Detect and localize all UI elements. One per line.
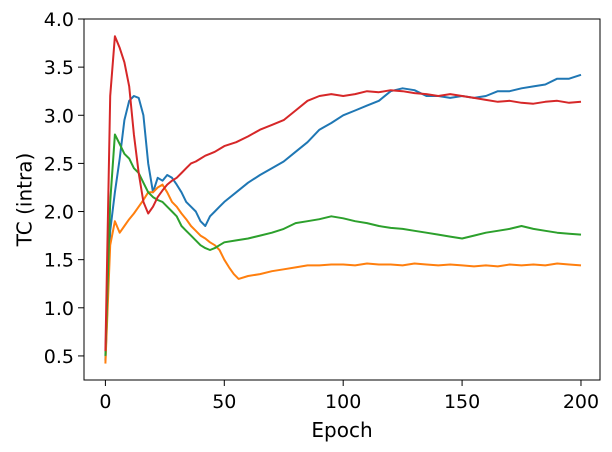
series-line-3: [104, 133, 582, 356]
y-tick-label: 3.5: [44, 57, 74, 79]
plot-frame: [83, 18, 601, 381]
y-tick-label: 1.0: [44, 298, 74, 320]
y-tick-label: 1.5: [44, 250, 74, 272]
x-tick-label: 200: [563, 391, 599, 413]
x-axis-label: Epoch: [311, 418, 372, 442]
x-tick-label: 150: [444, 391, 480, 413]
series-line-4: [104, 35, 582, 352]
x-axis: 0 50 100 150 200: [99, 380, 599, 413]
y-tick-label: 2.0: [44, 202, 74, 224]
y-axis-label: TC (intra): [13, 153, 37, 248]
x-tick-label: 50: [212, 391, 236, 413]
y-tick-label: 3.0: [44, 105, 74, 127]
y-tick-label: 0.5: [44, 346, 74, 368]
series-layer: [104, 35, 582, 364]
series-line-2: [104, 183, 582, 364]
y-tick-label: 2.5: [44, 153, 74, 175]
x-tick-label: 0: [99, 391, 111, 413]
y-axis: 0.5 1.0 1.5 2.0 2.5 3.0 3.5 4.0: [44, 9, 84, 368]
y-tick-label: 4.0: [44, 9, 74, 31]
x-tick-label: 100: [325, 391, 361, 413]
